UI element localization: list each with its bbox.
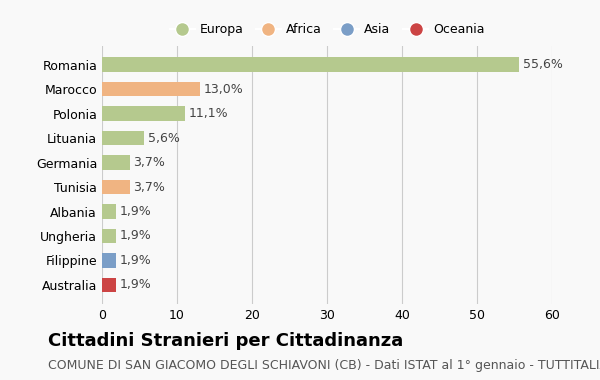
Bar — [102, 82, 199, 97]
Text: Cittadini Stranieri per Cittadinanza: Cittadini Stranieri per Cittadinanza — [48, 332, 403, 350]
Text: 3,7%: 3,7% — [133, 180, 166, 193]
Bar — [102, 155, 130, 170]
Bar — [102, 131, 144, 146]
Legend: Europa, Africa, Asia, Oceania: Europa, Africa, Asia, Oceania — [164, 18, 490, 41]
Bar — [102, 57, 519, 72]
Text: 1,9%: 1,9% — [120, 205, 152, 218]
Text: COMUNE DI SAN GIACOMO DEGLI SCHIAVONI (CB) - Dati ISTAT al 1° gennaio - TUTTITAL: COMUNE DI SAN GIACOMO DEGLI SCHIAVONI (C… — [48, 359, 600, 372]
Text: 55,6%: 55,6% — [523, 58, 563, 71]
Text: 5,6%: 5,6% — [148, 131, 179, 145]
Bar — [102, 253, 116, 268]
Text: 11,1%: 11,1% — [189, 107, 229, 120]
Bar — [102, 277, 116, 292]
Text: 1,9%: 1,9% — [120, 230, 152, 242]
Bar — [102, 106, 185, 121]
Bar — [102, 204, 116, 219]
Text: 13,0%: 13,0% — [203, 83, 243, 96]
Bar — [102, 180, 130, 195]
Bar — [102, 229, 116, 243]
Text: 3,7%: 3,7% — [133, 156, 166, 169]
Text: 1,9%: 1,9% — [120, 279, 152, 291]
Text: 1,9%: 1,9% — [120, 254, 152, 267]
